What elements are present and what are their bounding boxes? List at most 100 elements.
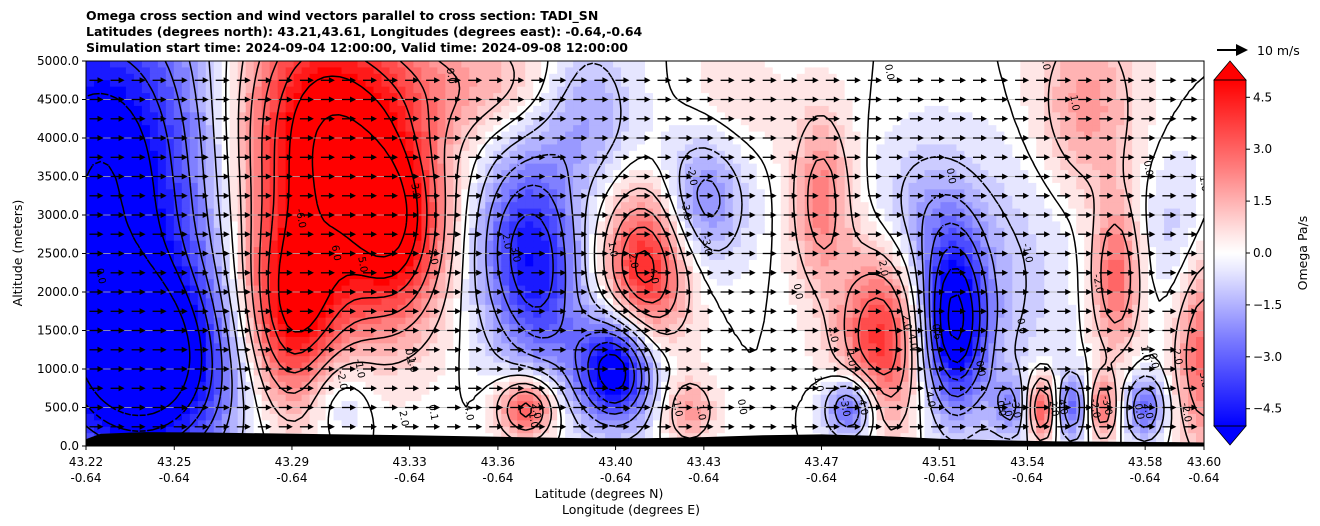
- omega-cell: [461, 234, 470, 241]
- omega-cell: [645, 125, 654, 132]
- omega-cell: [565, 331, 574, 338]
- omega-cell: [533, 164, 542, 171]
- omega-cell: [102, 324, 111, 331]
- omega-cell: [717, 221, 726, 228]
- omega-cell: [150, 298, 159, 305]
- omega-cell: [629, 241, 638, 248]
- omega-cell: [589, 106, 598, 113]
- omega-cell: [366, 241, 375, 248]
- omega-cell: [110, 221, 119, 228]
- omega-cell: [86, 254, 95, 261]
- omega-cell: [661, 61, 670, 68]
- omega-cell: [278, 157, 287, 164]
- omega-cell: [158, 67, 167, 74]
- omega-cell: [741, 260, 750, 267]
- omega-cell: [174, 375, 183, 382]
- omega-cell: [286, 106, 295, 113]
- omega-cell: [677, 87, 686, 94]
- omega-cell: [302, 375, 311, 382]
- omega-cell: [669, 157, 678, 164]
- omega-cell: [693, 298, 702, 305]
- omega-cell: [342, 298, 351, 305]
- omega-cell: [517, 356, 526, 363]
- omega-cell: [709, 125, 718, 132]
- omega-cell: [373, 279, 382, 286]
- omega-cell: [158, 395, 167, 402]
- omega-cell: [733, 125, 742, 132]
- omega-cell: [741, 292, 750, 299]
- omega-cell: [565, 305, 574, 312]
- omega-cell: [126, 375, 135, 382]
- omega-cell: [573, 125, 582, 132]
- omega-cell: [278, 177, 287, 184]
- omega-cell: [573, 138, 582, 145]
- omega-cell: [166, 369, 175, 376]
- omega-cell: [350, 279, 359, 286]
- omega-cell: [166, 305, 175, 312]
- omega-cell: [589, 144, 598, 151]
- omega-cell: [150, 241, 159, 248]
- omega-cell: [326, 125, 335, 132]
- omega-cell: [302, 395, 311, 402]
- omega-cell: [358, 177, 367, 184]
- omega-cell: [286, 125, 295, 132]
- omega-cell: [206, 369, 215, 376]
- omega-cell: [174, 138, 183, 145]
- omega-cell: [150, 234, 159, 241]
- omega-cell: [286, 61, 295, 68]
- omega-cell: [334, 324, 343, 331]
- omega-cell: [318, 260, 327, 267]
- omega-cell: [278, 183, 287, 190]
- omega-cell: [142, 298, 151, 305]
- omega-cell: [725, 260, 734, 267]
- omega-cell: [645, 67, 654, 74]
- omega-cell: [86, 183, 95, 190]
- omega-cell: [381, 375, 390, 382]
- omega-cell: [126, 87, 135, 94]
- omega-cell: [493, 144, 502, 151]
- omega-cell: [278, 427, 287, 434]
- omega-cell: [318, 138, 327, 145]
- omega-cell: [94, 106, 103, 113]
- omega-cell: [741, 369, 750, 376]
- omega-cell: [302, 298, 311, 305]
- omega-cell: [222, 221, 231, 228]
- omega-cell: [350, 202, 359, 209]
- omega-cell: [150, 388, 159, 395]
- omega-cell: [142, 183, 151, 190]
- omega-cell: [102, 337, 111, 344]
- omega-cell: [294, 298, 303, 305]
- omega-cell: [342, 356, 351, 363]
- omega-cell: [461, 369, 470, 376]
- omega-cell: [509, 183, 518, 190]
- omega-cell: [669, 138, 678, 145]
- omega-cell: [741, 318, 750, 325]
- omega-cell: [222, 395, 231, 402]
- omega-cell: [413, 87, 422, 94]
- omega-cell: [629, 93, 638, 100]
- omega-cell: [270, 93, 279, 100]
- omega-cell: [493, 67, 502, 74]
- omega-cell: [381, 100, 390, 107]
- omega-cell: [334, 100, 343, 107]
- omega-cell: [110, 318, 119, 325]
- omega-cell: [525, 221, 534, 228]
- omega-cell: [118, 125, 127, 132]
- omega-cell: [741, 164, 750, 171]
- omega-cell: [118, 164, 127, 171]
- omega-cell: [158, 356, 167, 363]
- omega-cell: [573, 311, 582, 318]
- omega-cell: [126, 298, 135, 305]
- omega-cell: [717, 395, 726, 402]
- omega-cell: [278, 202, 287, 209]
- omega-cell: [110, 202, 119, 209]
- omega-cell: [118, 375, 127, 382]
- omega-cell: [549, 337, 558, 344]
- omega-cell: [421, 61, 430, 68]
- omega-cell: [118, 61, 127, 68]
- omega-cell: [613, 183, 622, 190]
- omega-cell: [741, 254, 750, 261]
- omega-cell: [86, 157, 95, 164]
- omega-cell: [421, 331, 430, 338]
